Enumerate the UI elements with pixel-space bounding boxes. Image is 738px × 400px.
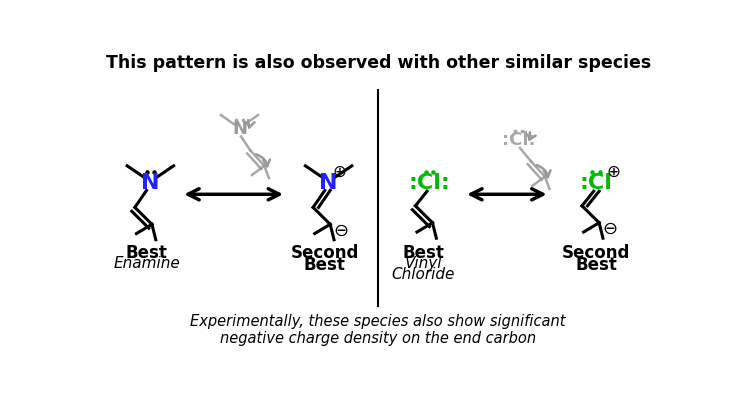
Text: Best: Best	[402, 244, 444, 262]
Text: N: N	[232, 120, 247, 138]
Text: N: N	[141, 173, 159, 193]
Text: Chloride: Chloride	[391, 268, 455, 282]
Text: Second: Second	[562, 244, 630, 262]
Text: Vinyl: Vinyl	[404, 256, 442, 271]
Text: :Cl:: :Cl:	[409, 173, 450, 193]
Text: Second: Second	[291, 244, 359, 262]
Text: ⊕: ⊕	[607, 163, 621, 181]
Text: ⊖: ⊖	[602, 220, 618, 238]
Text: :Cl:: :Cl:	[502, 132, 535, 150]
Text: ⊖: ⊖	[334, 222, 348, 240]
Text: Experimentally, these species also show significant
negative charge density on t: Experimentally, these species also show …	[190, 314, 566, 346]
Text: Best: Best	[575, 256, 617, 274]
Text: Best: Best	[304, 256, 345, 274]
Text: Enamine: Enamine	[113, 256, 180, 271]
Text: N: N	[320, 173, 338, 193]
Text: This pattern is also observed with other similar species: This pattern is also observed with other…	[106, 54, 651, 72]
Text: ⊕: ⊕	[333, 163, 346, 181]
Text: Best: Best	[125, 244, 168, 262]
Text: :Cl: :Cl	[579, 173, 613, 193]
